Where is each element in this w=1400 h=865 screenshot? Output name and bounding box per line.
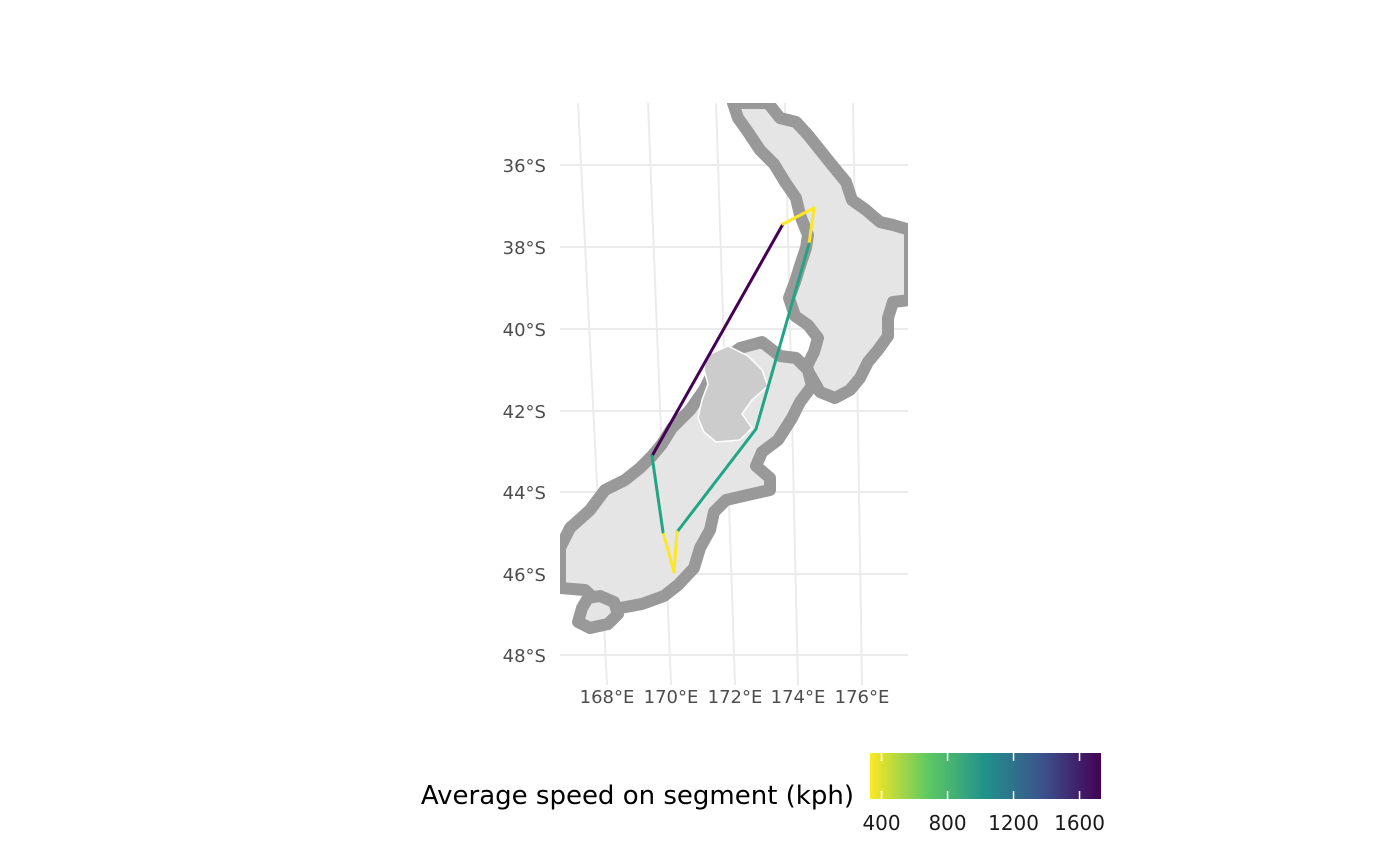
lake-region: [697, 345, 769, 443]
y-tick-label: 36°S: [503, 156, 546, 177]
legend-title: Average speed on segment (kph): [421, 781, 854, 811]
land-layer: [560, 103, 908, 634]
y-tick-label: 38°S: [503, 238, 546, 259]
y-tick-label: 44°S: [503, 483, 546, 504]
x-tick-label: 174°E: [771, 687, 826, 708]
route-segment-B-C: [781, 206, 816, 226]
route-segment-F-G: [672, 530, 679, 574]
route-segment-G-H: [661, 530, 676, 574]
y-tick-label: 40°S: [503, 320, 546, 341]
y-tick-label: 42°S: [503, 402, 546, 423]
x-tick-label: 172°E: [708, 687, 763, 708]
y-tick-label: 48°S: [503, 646, 546, 667]
stewart-island: [572, 590, 624, 634]
color-legend: Average speed on segment (kph) 400 800 120…: [421, 753, 1105, 835]
legend-tick-label: 800: [928, 811, 966, 835]
legend-colorbar: [870, 753, 1101, 799]
route-layer: [650, 206, 816, 574]
x-tick-label: 168°E: [580, 687, 635, 708]
route-segment-E-F: [675, 427, 758, 534]
route-segment-C-D: [807, 206, 816, 246]
legend-tick-label: 1600: [1054, 811, 1105, 835]
legend-ticks: 400 800 1200 1600: [862, 753, 1105, 835]
route-segment-A-B: [650, 222, 785, 458]
legend-tick-label: 400: [862, 811, 900, 835]
y-axis-labels: 36°S 38°S 40°S 42°S 44°S 46°S 48°S: [503, 156, 546, 667]
x-tick-label: 176°E: [835, 687, 890, 708]
legend-tick-label: 1200: [988, 811, 1039, 835]
route-segment-D-E: [754, 242, 811, 431]
north-island: [727, 103, 908, 404]
route-segment-H-A: [650, 454, 665, 534]
x-tick-label: 170°E: [644, 687, 699, 708]
x-axis-labels: 168°E 170°E 172°E 174°E 176°E: [580, 687, 890, 708]
y-tick-label: 46°S: [503, 565, 546, 586]
south-island: [560, 336, 818, 614]
